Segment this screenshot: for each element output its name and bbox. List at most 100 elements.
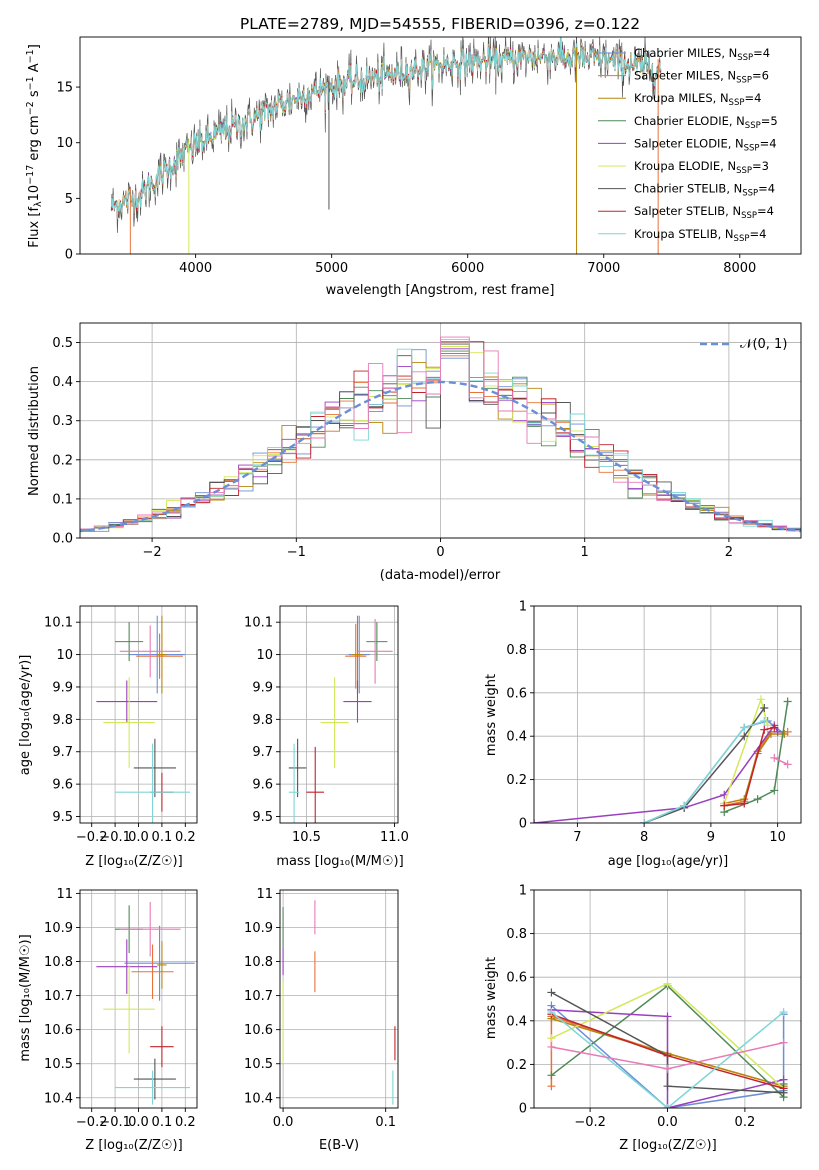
massweight-series-9 <box>773 757 789 766</box>
age-Z-xlabel: Z [log₁₀(Z/Z☉)] <box>85 854 182 869</box>
y-tick-label: 10.9 <box>44 921 73 936</box>
massweight-marker <box>663 1104 672 1108</box>
legend-text: =4 <box>753 46 770 60</box>
y-tick-label: 10.5 <box>44 1057 73 1072</box>
massweight-marker <box>780 730 789 739</box>
massweight-marker <box>760 725 769 734</box>
legend-sub: SSP <box>745 121 761 131</box>
massweight-marker <box>770 786 779 795</box>
plot-area <box>282 900 396 1105</box>
y-tick-label: 0.2 <box>506 1058 527 1073</box>
axes-overlay: 0.0 0.1 10.4 10.5 10.6 10.7 10.8 10.9 11 <box>244 887 399 1130</box>
y-tick-label: 0.6 <box>506 686 527 701</box>
legend-text: Chabrier STELIB, N <box>634 182 742 196</box>
x-tick-label: −0.2 <box>76 830 108 845</box>
massweight-marker <box>680 801 689 810</box>
legend-text: Kroupa ELODIE, N <box>634 159 736 173</box>
y-tick-label: 15 <box>56 81 73 96</box>
legend-sub: SSP <box>736 76 752 86</box>
spectrum-ylabel: Flux [fλ10−17 erg cm−2 s−1 A−1] <box>25 44 44 248</box>
plot-area <box>80 336 801 535</box>
age-Z-ylabel: age [log₁₀(age/yr)] <box>18 655 33 776</box>
y-tick-label: 9.6 <box>252 778 273 793</box>
y-tick-label: 1 <box>519 600 527 615</box>
x-tick-label: 0.0 <box>128 1115 149 1130</box>
massweight-marker <box>779 1075 788 1084</box>
x-tick-label: −0.1 <box>99 1115 131 1130</box>
x-tick-label: 11.0 <box>380 830 409 845</box>
massweight-series-3 <box>723 701 789 813</box>
plot-area <box>110 37 662 254</box>
massweight-marker <box>663 1051 672 1060</box>
y-tick-label: 0.4 <box>52 375 73 390</box>
massweight-marker <box>640 819 649 823</box>
mass-Z-xlabel: Z [log₁₀(Z/Z☉)] <box>85 1138 182 1153</box>
axes-overlay: −2 −1 0 1 2 0.0 0.1 0.2 0.3 0.4 0.5 𝒩(0, 1) <box>52 322 802 560</box>
x-tick-label: −0.2 <box>76 1115 108 1130</box>
y-tick-label: 10.6 <box>44 1023 73 1038</box>
y-tick-label: 10.8 <box>44 955 73 970</box>
y-tick-label: 0.4 <box>506 730 527 745</box>
x-tick-label: 0.0 <box>128 830 149 845</box>
age-vs-Z-panel: −0.2−0.10.0 0.1 0.2 9.5 9.6 9.7 9.8 9.9 10 10.1 <box>44 605 198 845</box>
massweight-marker <box>779 1038 788 1047</box>
x-tick-label: 0.0 <box>657 1115 678 1130</box>
legend-sub: SSP <box>741 211 757 221</box>
massweight-marker <box>760 703 769 712</box>
x-tick-label: 0.1 <box>375 1115 396 1130</box>
y-tick-label: 0 <box>519 817 527 832</box>
axes-overlay: 10.5 11.0 9.5 9.6 9.7 9.8 9.9 10 10.1 <box>244 605 409 845</box>
legend-text: =4 <box>744 91 761 105</box>
y-tick-label: 0.8 <box>506 643 527 658</box>
legend-entry: Chabrier ELODIE, NSSP=5 <box>634 114 778 131</box>
legend-entry: Chabrier STELIB, NSSP=4 <box>634 182 775 199</box>
mass-vs-EBV-panel: 0.0 0.1 10.4 10.5 10.6 10.7 10.8 10.9 11 <box>244 887 399 1130</box>
legend-entry: Kroupa ELODIE, NSSP=3 <box>634 159 769 176</box>
y-tick-label: 11 <box>256 887 273 902</box>
mw-age-ylabel: mass weight <box>484 674 499 756</box>
spectrum-panel: 4000 5000 6000 7000 8000 0 5 10 15 Chabrier MILES… <box>56 36 802 276</box>
gaussian-legend-label: 𝒩(0, 1) <box>740 337 787 352</box>
massweight-marker <box>760 717 769 726</box>
y-tick-label: 10.7 <box>44 989 73 1004</box>
y-tick-label: 0.8 <box>506 927 527 942</box>
y-tick-label: 9.9 <box>52 680 73 695</box>
x-tick-label: −1 <box>287 545 306 560</box>
legend-entry: Kroupa STELIB, NSSP=4 <box>634 227 766 244</box>
residuals-ylabel: Normed distribution <box>27 366 42 496</box>
y-tick-label: 11 <box>56 887 73 902</box>
y-tick-label: 10.7 <box>244 989 273 1004</box>
y-tick-label: 0 <box>519 1102 527 1117</box>
axes-overlay: 7 8 9 10 0 0.2 0.4 0.6 0.8 1 <box>506 600 802 845</box>
massweight-marker <box>753 795 762 804</box>
legend-text: =4 <box>760 136 777 150</box>
massweight-marker <box>779 1008 788 1017</box>
x-tick-label: 0.2 <box>735 1115 756 1130</box>
legend-sub: SSP <box>744 143 760 153</box>
axes-overlay: −0.2 0.0 0.2 0 0.2 0.4 0.6 0.8 1 <box>506 884 802 1130</box>
gaussian-curve <box>80 380 801 533</box>
massweight-marker <box>770 753 779 762</box>
massweight-marker <box>720 801 729 810</box>
y-tick-label: 10.1 <box>244 616 273 631</box>
plot-area <box>96 901 195 1105</box>
mass-vs-Z-panel: −0.2−0.10.0 0.1 0.2 10.4 10.5 10.6 10.7 10.8 10.… <box>44 887 198 1130</box>
x-tick-label: 1 <box>581 545 589 560</box>
massweight-series-7 <box>724 726 775 807</box>
y-tick-label: 10.6 <box>244 1023 273 1038</box>
spectrum-kroupa-stelib <box>110 37 662 219</box>
y-tick-label: 10.9 <box>244 921 273 936</box>
x-tick-label: 7000 <box>587 261 620 276</box>
plot-area <box>96 615 190 823</box>
legend-text: Kroupa STELIB, N <box>634 227 734 241</box>
legend-sub: SSP <box>737 53 753 63</box>
massweight-marker <box>547 1071 556 1080</box>
axes-frame <box>79 36 802 255</box>
figure-title: PLATE=2789, MJD=54555, FIBERID=0396, z=0… <box>240 15 640 33</box>
y-tick-label: 10 <box>56 136 73 151</box>
massweight-marker <box>783 697 792 706</box>
massweight-marker <box>547 1082 556 1091</box>
x-tick-label: 8000 <box>723 261 756 276</box>
y-tick-label: 10.4 <box>244 1091 273 1106</box>
